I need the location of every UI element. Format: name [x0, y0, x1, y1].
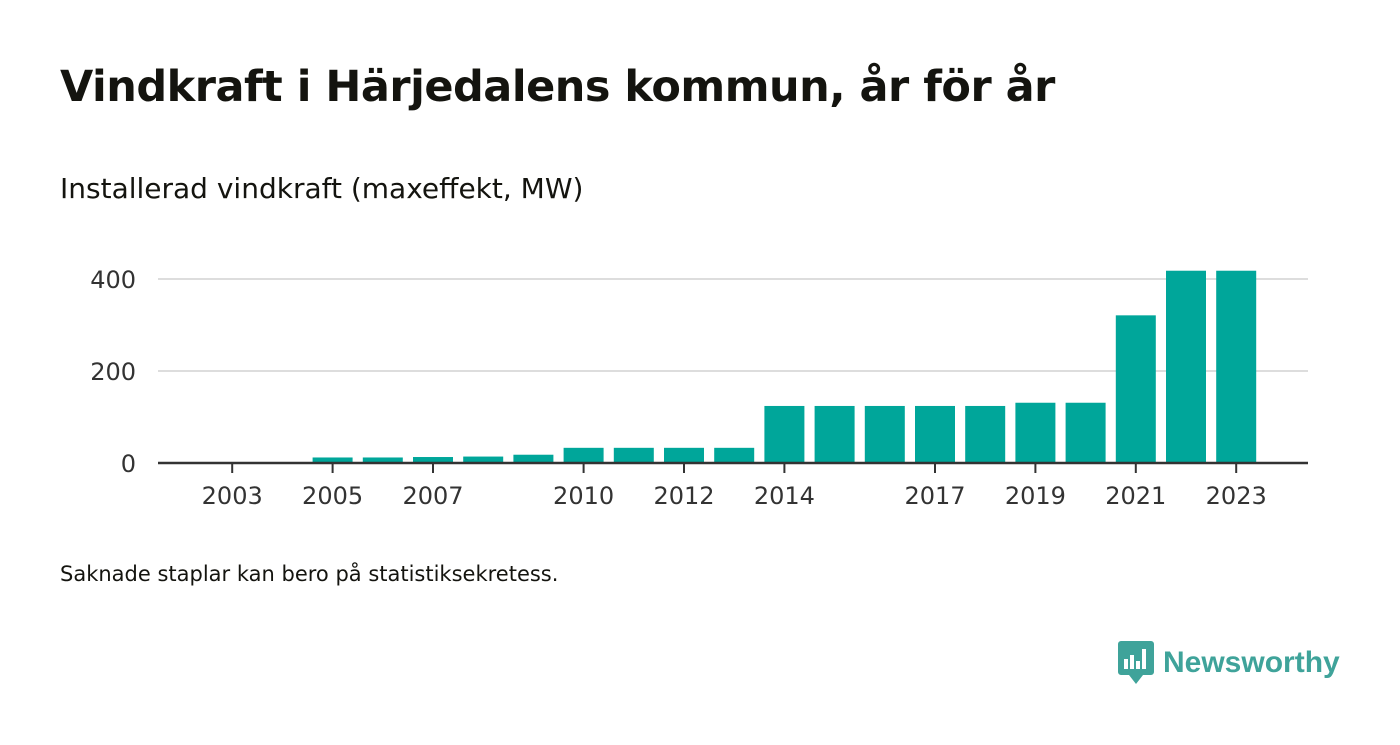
- x-tick-label: 2014: [754, 482, 815, 510]
- bar: [312, 457, 353, 463]
- bar: [814, 405, 855, 463]
- bar: [1115, 315, 1156, 463]
- footnote: Saknade staplar kan bero på statistiksek…: [60, 562, 559, 586]
- chart-title: Vindkraft i Härjedalens kommun, år för å…: [60, 62, 1055, 112]
- chart-subtitle: Installerad vindkraft (maxeffekt, MW): [60, 172, 584, 205]
- bar: [513, 454, 554, 463]
- brand-name: Newsworthy: [1163, 646, 1340, 679]
- bar: [362, 457, 403, 463]
- x-tick-label: 2017: [904, 482, 965, 510]
- x-tick-label: 2010: [553, 482, 614, 510]
- bar: [764, 405, 805, 463]
- newsworthy-logo-icon: [1118, 641, 1154, 684]
- bar: [1216, 270, 1257, 463]
- y-axis-labels: 0 200 400: [90, 266, 136, 478]
- bar-chart: 2003 2005 2007 2010 2012 2014 2017 2019 2021 2023…: [90, 266, 1308, 510]
- bar: [965, 405, 1006, 463]
- bars: [312, 270, 1257, 463]
- y-tick-label: 200: [90, 358, 136, 386]
- bar: [613, 447, 654, 463]
- bar: [563, 447, 604, 463]
- x-tick-label: 2007: [402, 482, 463, 510]
- bar: [864, 405, 905, 463]
- bar: [1065, 402, 1106, 463]
- brand-logo: Newsworthy: [1118, 641, 1340, 685]
- x-tick-label: 2021: [1105, 482, 1166, 510]
- y-tick-label: 400: [90, 266, 136, 294]
- x-tick-label: 2019: [1005, 482, 1066, 510]
- bar: [1166, 270, 1206, 463]
- x-tick-label: 2005: [302, 482, 363, 510]
- bar: [413, 457, 453, 463]
- x-tick-label: 2003: [202, 482, 263, 510]
- x-tick-label: 2023: [1206, 482, 1267, 510]
- y-tick-label: 0: [121, 450, 136, 478]
- bar: [915, 405, 955, 463]
- bar: [1015, 402, 1056, 463]
- bar: [714, 447, 755, 463]
- bar: [463, 456, 504, 463]
- bar: [664, 447, 704, 463]
- x-axis: 2003 2005 2007 2010 2012 2014 2017 2019 2021 2023: [158, 461, 1308, 510]
- x-tick-label: 2012: [653, 482, 714, 510]
